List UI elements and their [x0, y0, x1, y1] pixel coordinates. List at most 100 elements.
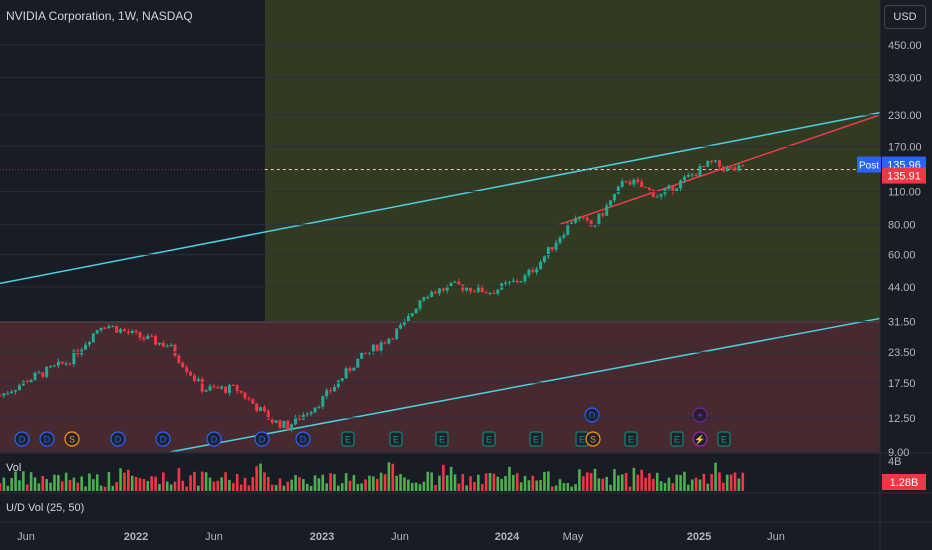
indicator-pane-label[interactable]: U/D Vol (25, 50): [6, 502, 85, 514]
volume-bar: [10, 478, 13, 491]
event-marker-earnings[interactable]: E: [389, 431, 403, 447]
candle-body: [0, 395, 2, 397]
event-marker-other[interactable]: ⚡: [692, 431, 708, 447]
candle-body: [17, 385, 21, 391]
volume-bar: [337, 485, 340, 491]
volume-value-badge: [882, 474, 926, 490]
candle-body: [138, 331, 142, 338]
event-marker-dividend[interactable]: D: [206, 431, 222, 447]
volume-bar: [655, 472, 659, 491]
candle-body: [332, 386, 336, 392]
event-marker-earnings[interactable]: E: [482, 431, 496, 447]
volume-bar: [68, 479, 72, 491]
event-marker-earnings[interactable]: E: [717, 431, 731, 447]
event-marker-dividend[interactable]: D: [39, 431, 55, 447]
candle-body: [402, 321, 406, 325]
candle-body: [103, 327, 107, 329]
event-marker-dividend[interactable]: D: [584, 407, 600, 423]
candle-body: [418, 300, 422, 309]
candlestick-series: [0, 159, 745, 433]
event-marker-other[interactable]: ✦: [692, 407, 708, 423]
volume-bar: [515, 473, 519, 491]
candle-body: [620, 181, 624, 187]
volume-bar: [469, 476, 472, 491]
time-tick-label: 2023: [310, 531, 334, 543]
volume-bar: [508, 466, 511, 491]
event-marker-dividend[interactable]: D: [110, 431, 126, 447]
candle-body: [119, 329, 123, 333]
volume-bar: [430, 472, 433, 491]
volume-bar: [95, 474, 99, 491]
candle-body: [717, 160, 721, 167]
volume-bar: [574, 484, 577, 491]
candle-body: [157, 342, 161, 345]
event-marker-dividend[interactable]: D: [254, 431, 270, 447]
candle-body: [605, 205, 609, 216]
candle-body: [441, 288, 445, 291]
candle-body: [667, 185, 671, 190]
event-marker-split[interactable]: S: [64, 431, 80, 447]
volume-bar: [496, 476, 500, 491]
volume-bar: [45, 479, 48, 491]
volume-bar: [41, 476, 45, 491]
candle-body: [741, 165, 745, 167]
candle-body: [344, 368, 348, 379]
candle-body: [204, 390, 208, 392]
candle-body: [126, 331, 130, 333]
symbol-title[interactable]: NVIDIA Corporation, 1W, NASDAQ: [6, 9, 193, 23]
volume-bar: [239, 484, 243, 491]
candle-body: [29, 379, 33, 384]
event-markers: D D S D D D D D E E E E E E S E E ⚡ ED ✦: [14, 407, 731, 447]
volume-bar: [426, 471, 430, 491]
volume-bar: [130, 475, 134, 491]
volume-bar: [360, 483, 363, 491]
candle-body: [200, 379, 204, 392]
candle-body: [87, 342, 91, 345]
volume-pane-label[interactable]: Vol: [6, 462, 22, 474]
volume-bar: [232, 483, 235, 491]
event-marker-earnings[interactable]: E: [670, 431, 684, 447]
currency-button[interactable]: USD: [884, 5, 926, 29]
candle-body: [192, 375, 196, 381]
candle-body: [461, 284, 465, 291]
red-support-line[interactable]: [558, 114, 881, 226]
candle-body: [173, 344, 177, 356]
event-marker-earnings[interactable]: E: [624, 431, 638, 447]
time-tick-label: 2025: [687, 531, 711, 543]
volume-bar: [76, 482, 80, 491]
candle-body: [2, 393, 6, 396]
candle-body: [589, 220, 593, 227]
volume-bar: [368, 475, 371, 491]
candle-body: [220, 386, 224, 389]
time-tick-label: 2024: [495, 531, 520, 543]
candle-body: [609, 200, 613, 206]
volume-bar: [539, 479, 542, 491]
event-marker-earnings[interactable]: E: [341, 431, 355, 447]
price-tick-label: 44.00: [888, 282, 916, 294]
time-tick-label: 2022: [124, 531, 148, 543]
candle-body: [535, 268, 539, 273]
event-marker-split[interactable]: S: [585, 431, 601, 447]
volume-bar: [453, 474, 457, 491]
volume-bar: [193, 471, 196, 491]
volume-bar: [290, 479, 293, 491]
event-marker-dividend[interactable]: D: [155, 431, 171, 447]
candle-body: [659, 194, 663, 197]
candle-body: [235, 385, 239, 391]
volume-bar: [628, 486, 632, 491]
event-marker-earnings[interactable]: E: [529, 431, 543, 447]
candle-body: [274, 420, 278, 423]
volume-bar: [173, 481, 177, 491]
volume-bar: [80, 476, 83, 491]
event-marker-dividend[interactable]: D: [14, 431, 30, 447]
candle-body: [68, 363, 72, 365]
candle-body: [212, 386, 216, 388]
volume-bar: [519, 482, 523, 491]
volume-bar: [228, 479, 231, 491]
event-marker-dividend[interactable]: D: [295, 431, 311, 447]
event-marker-earnings[interactable]: E: [435, 431, 449, 447]
event-label: E: [721, 435, 727, 445]
volume-bar: [169, 484, 173, 491]
post-badge: [857, 156, 881, 173]
